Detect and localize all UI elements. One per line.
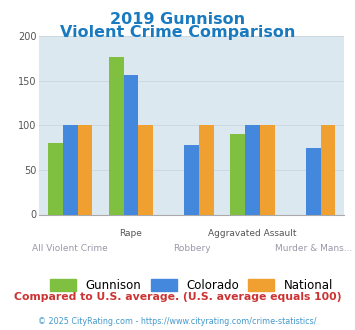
Text: Rape: Rape	[120, 229, 142, 238]
Legend: Gunnison, Colorado, National: Gunnison, Colorado, National	[45, 274, 338, 296]
Text: Violent Crime Comparison: Violent Crime Comparison	[60, 25, 295, 40]
Bar	[230, 134, 245, 214]
Bar	[48, 143, 63, 214]
Bar	[184, 145, 199, 214]
Bar	[321, 125, 335, 214]
Bar	[138, 125, 153, 214]
Bar	[199, 125, 214, 214]
Text: © 2025 CityRating.com - https://www.cityrating.com/crime-statistics/: © 2025 CityRating.com - https://www.city…	[38, 317, 317, 326]
Bar	[109, 57, 124, 214]
Text: 2019 Gunnison: 2019 Gunnison	[110, 12, 245, 26]
Text: Murder & Mans...: Murder & Mans...	[274, 244, 352, 253]
Text: All Violent Crime: All Violent Crime	[32, 244, 108, 253]
Bar	[63, 125, 78, 214]
Bar	[306, 148, 321, 214]
Bar	[124, 75, 138, 214]
Text: Aggravated Assault: Aggravated Assault	[208, 229, 297, 238]
Text: Robbery: Robbery	[173, 244, 211, 253]
Text: Compared to U.S. average. (U.S. average equals 100): Compared to U.S. average. (U.S. average …	[14, 292, 341, 302]
Bar	[78, 125, 92, 214]
Bar	[260, 125, 275, 214]
Bar	[245, 125, 260, 214]
